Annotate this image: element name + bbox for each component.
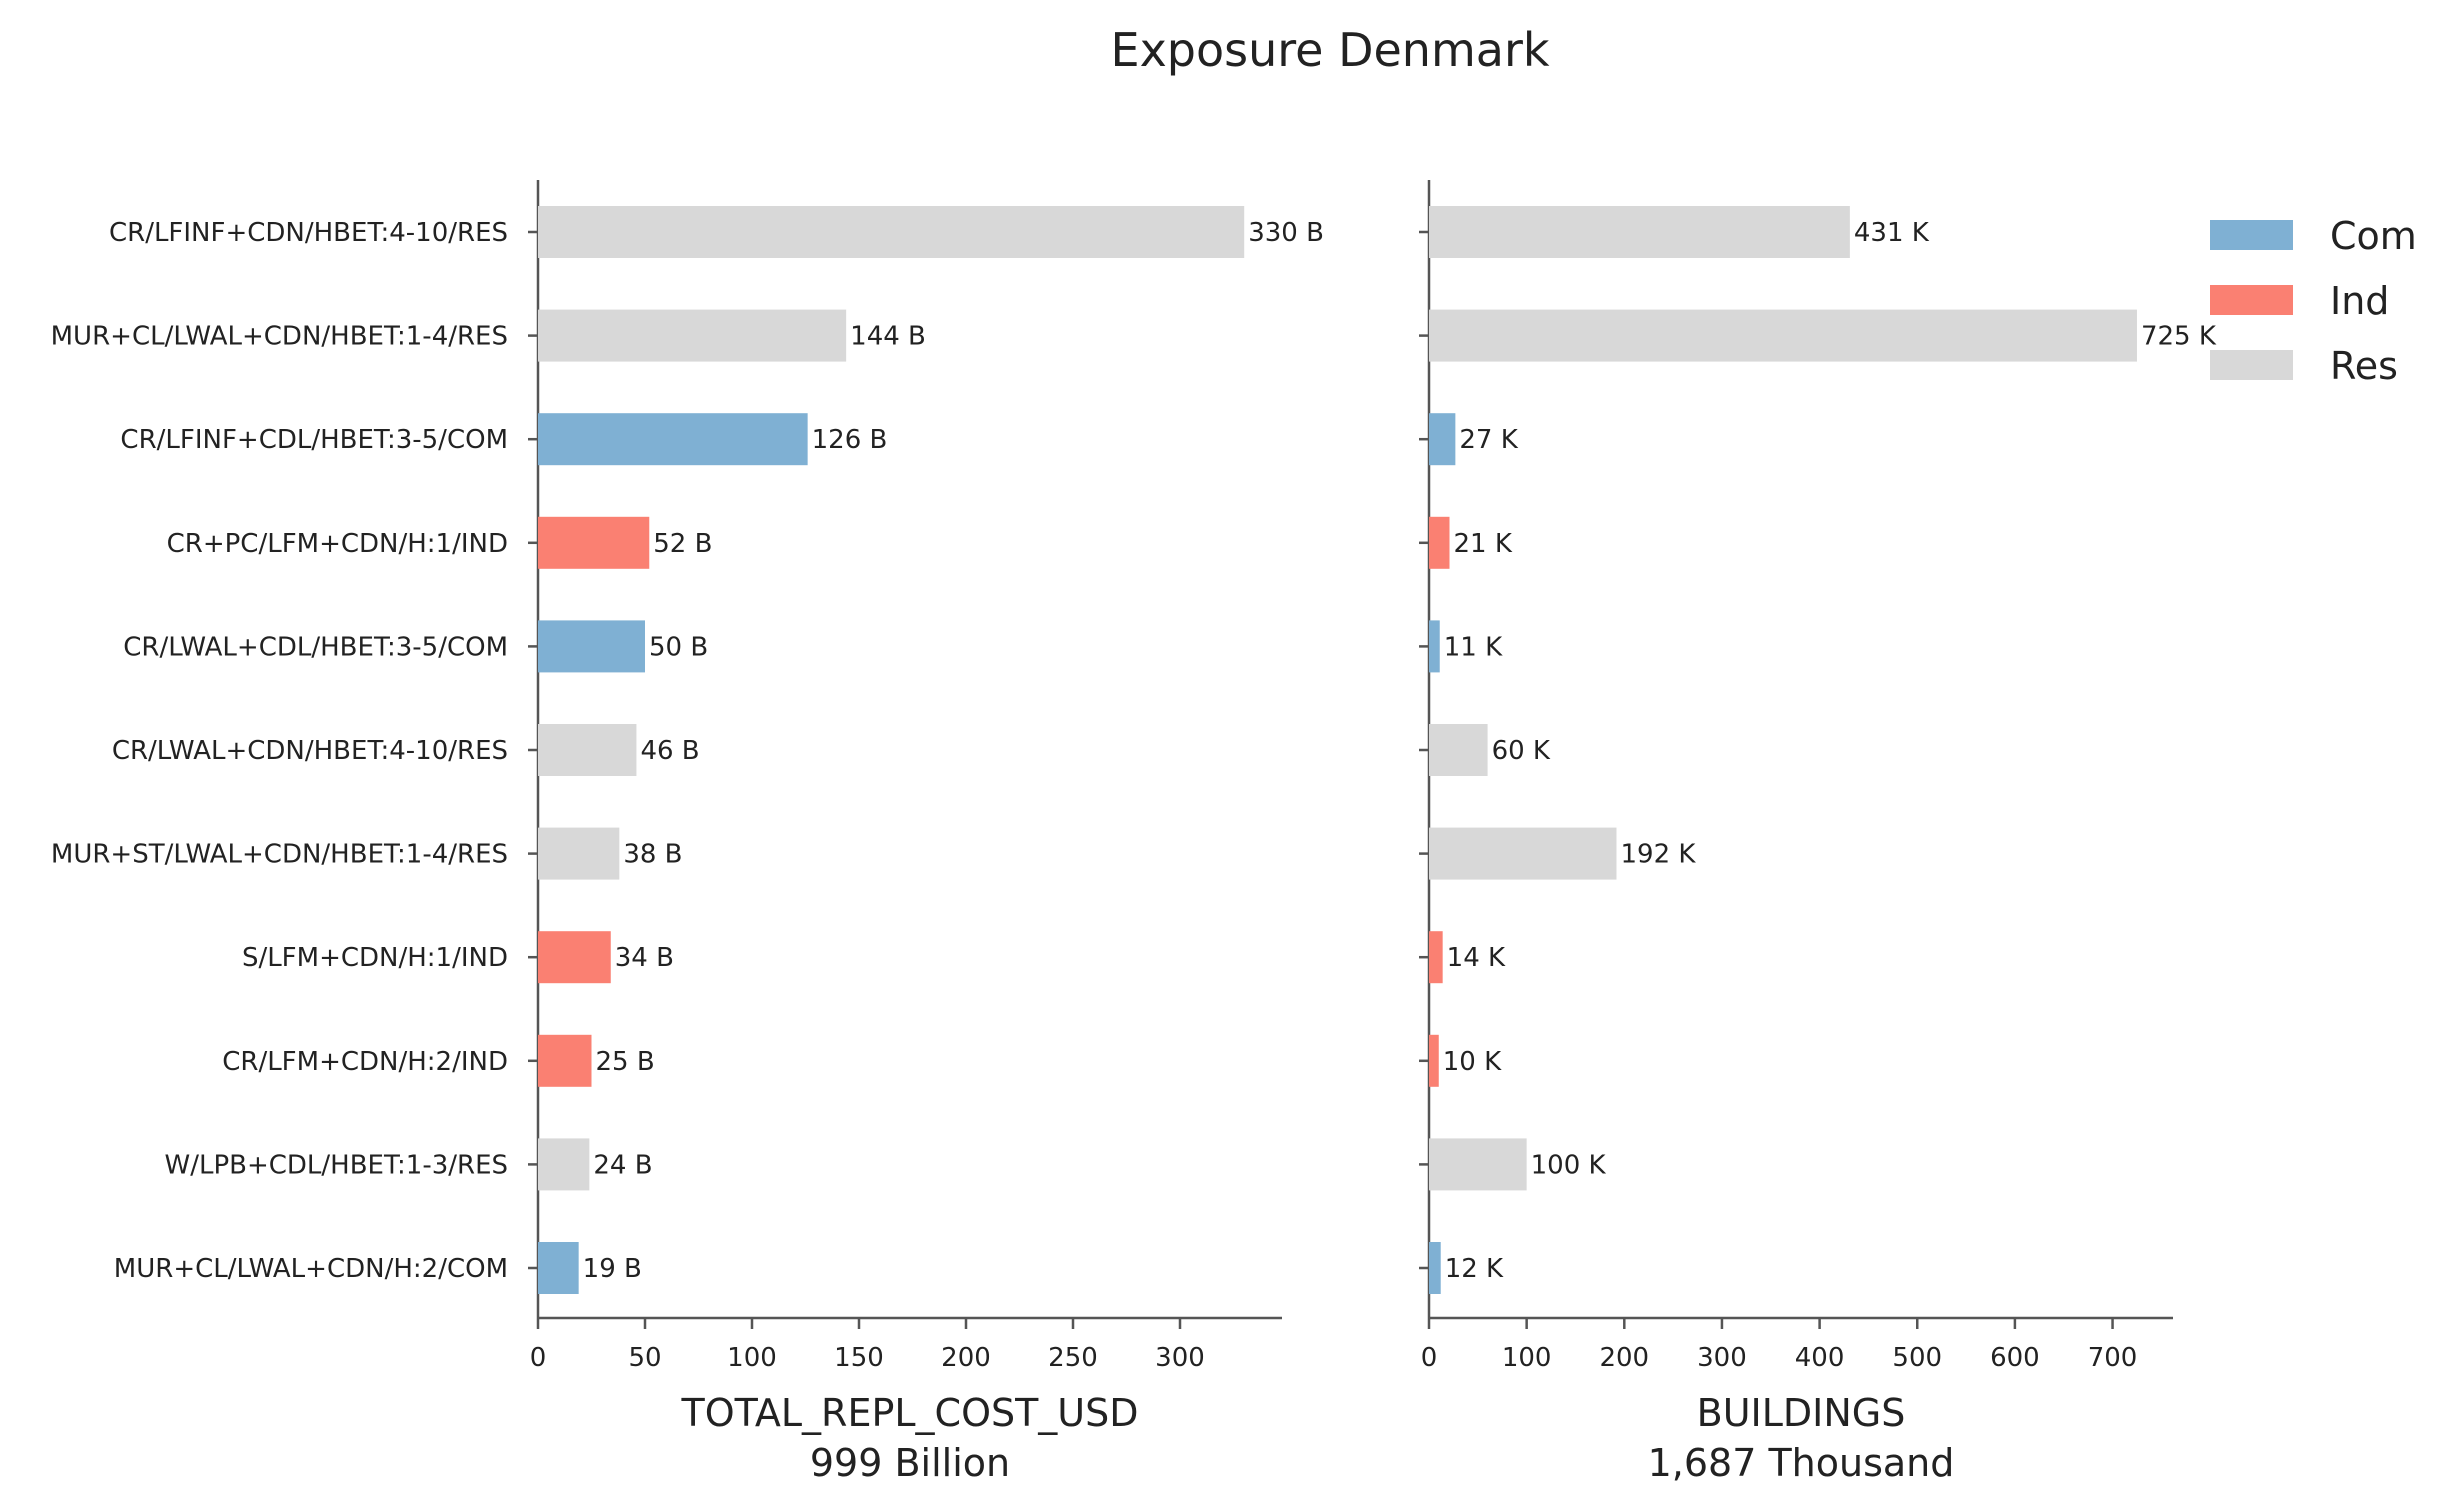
data-label: 431 K	[1854, 218, 1930, 248]
x-tick-label: 600	[1990, 1343, 2040, 1373]
chart-title: Exposure Denmark	[1111, 23, 1550, 77]
x-tick-label: 400	[1795, 1343, 1845, 1373]
data-label: 34 B	[615, 943, 674, 973]
x-axis-label-left: TOTAL_REPL_COST_USD	[680, 1391, 1138, 1435]
bar	[1429, 1242, 1441, 1294]
legend-swatch	[2210, 220, 2293, 250]
bar	[538, 413, 808, 466]
data-label: 126 B	[812, 425, 888, 455]
x-tick-label: 0	[1421, 1343, 1438, 1373]
category-label: CR/LWAL+CDN/HBET:4-10/RES	[112, 736, 508, 766]
bar	[1429, 206, 1850, 258]
category-labels: CR/LFINF+CDN/HBET:4-10/RES MUR+CL/LWAL+CD…	[51, 218, 508, 1284]
legend-label: Com	[2330, 214, 2417, 258]
data-label: 46 B	[640, 736, 699, 766]
bar	[538, 1034, 592, 1087]
category-label: CR/LFINF+CDL/HBET:3-5/COM	[120, 425, 508, 455]
category-label: CR/LFM+CDN/H:2/IND	[222, 1047, 508, 1077]
bar	[538, 1242, 579, 1294]
x-tick-label: 100	[1502, 1343, 1552, 1373]
legend: Com Ind Res	[2210, 214, 2417, 388]
data-label: 60 K	[1492, 736, 1551, 766]
category-label: S/LFM+CDN/H:1/IND	[242, 943, 508, 973]
legend-label: Res	[2330, 344, 2398, 388]
x-tick-label: 700	[2088, 1343, 2138, 1373]
bar	[1429, 620, 1440, 673]
x-tick-label: 150	[834, 1343, 884, 1373]
x-tick-label: 250	[1048, 1343, 1098, 1373]
data-label: 50 B	[649, 632, 708, 662]
bar	[538, 620, 645, 673]
bar	[538, 309, 847, 362]
bar	[1429, 724, 1488, 776]
bar	[1429, 1034, 1439, 1087]
data-label: 192 K	[1620, 840, 1696, 870]
category-label: MUR+CL/LWAL+CDN/HBET:1-4/RES	[51, 322, 508, 352]
x-tick-label: 200	[941, 1343, 991, 1373]
legend-label: Ind	[2330, 279, 2389, 323]
data-label: 100 K	[1531, 1150, 1607, 1180]
bar	[538, 1138, 590, 1191]
x-tick-label: 50	[628, 1343, 661, 1373]
data-label: 10 K	[1443, 1047, 1502, 1077]
data-label: 24 B	[593, 1150, 652, 1180]
category-label: MUR+CL/LWAL+CDN/H:2/COM	[114, 1254, 508, 1284]
category-label: MUR+ST/LWAL+CDN/HBET:1-4/RES	[51, 840, 508, 870]
data-label: 25 B	[596, 1047, 655, 1077]
x-tick-label: 500	[1892, 1343, 1942, 1373]
x-tick-label: 100	[727, 1343, 777, 1373]
bar	[1429, 516, 1450, 569]
bar	[1429, 931, 1443, 984]
bar	[538, 206, 1245, 258]
x-tick-label: 0	[530, 1343, 547, 1373]
x-axis-subtitle-left: 999 Billion	[810, 1441, 1010, 1485]
bar	[1429, 413, 1456, 466]
legend-swatch	[2210, 285, 2293, 315]
data-label: 14 K	[1447, 943, 1506, 973]
data-label: 19 B	[583, 1254, 642, 1284]
bar	[1429, 1138, 1527, 1191]
x-tick-label: 300	[1697, 1343, 1747, 1373]
panel-total-repl-cost: 330 B 144 B 126 B 52 B 50 B 46 B 38 B 34 B 25 B 2…	[528, 180, 1324, 1485]
x-tick-label: 200	[1599, 1343, 1649, 1373]
bar	[538, 931, 611, 984]
data-label: 11 K	[1444, 632, 1503, 662]
data-label: 52 B	[653, 529, 712, 559]
bar	[1429, 309, 2137, 362]
data-label: 27 K	[1459, 425, 1518, 455]
data-label: 12 K	[1445, 1254, 1504, 1284]
bar	[1429, 827, 1617, 880]
bar	[538, 724, 637, 776]
x-tick-label: 300	[1155, 1343, 1205, 1373]
data-label: 725 K	[2141, 322, 2217, 352]
category-label: W/LPB+CDL/HBET:1-3/RES	[165, 1150, 509, 1180]
x-axis-label-right: BUILDINGS	[1697, 1391, 1906, 1435]
category-label: CR/LFINF+CDN/HBET:4-10/RES	[109, 218, 508, 248]
bar	[538, 516, 650, 569]
x-axis-subtitle-right: 1,687 Thousand	[1648, 1441, 1955, 1485]
legend-swatch	[2210, 350, 2293, 380]
data-label: 330 B	[1248, 218, 1324, 248]
category-label: CR+PC/LFM+CDN/H:1/IND	[167, 529, 508, 559]
data-label: 38 B	[623, 840, 682, 870]
data-label: 144 B	[850, 322, 926, 352]
category-label: CR/LWAL+CDL/HBET:3-5/COM	[123, 632, 508, 662]
bar	[538, 827, 620, 880]
panel-buildings: 431 K 725 K 27 K 21 K 11 K 60 K 192 K 14 K 10 K 1…	[1419, 180, 2217, 1485]
data-label: 21 K	[1454, 529, 1513, 559]
